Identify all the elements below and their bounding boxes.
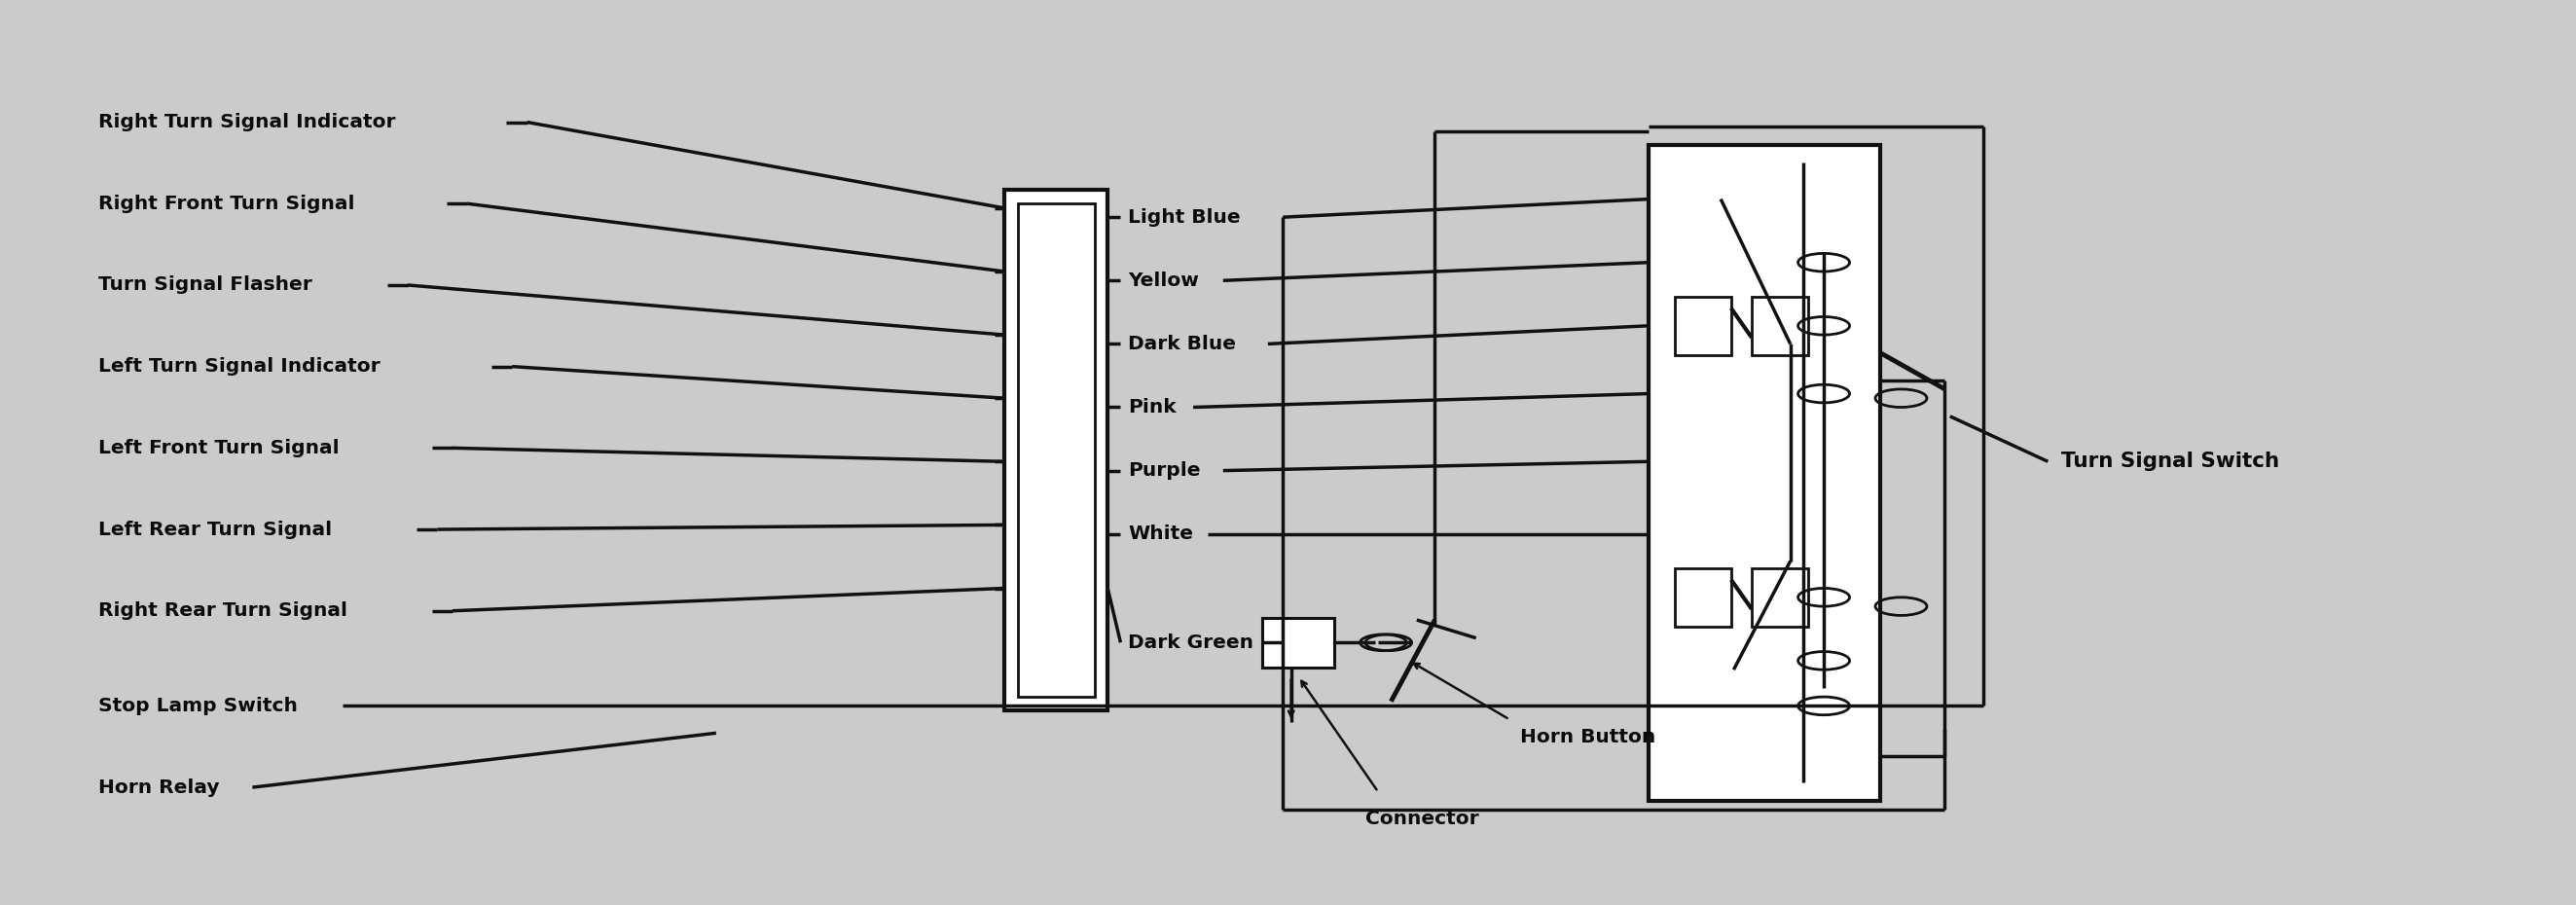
Bar bbox=[1674, 296, 1731, 355]
Text: Dark Green: Dark Green bbox=[1128, 634, 1255, 652]
Text: Yellow: Yellow bbox=[1128, 272, 1200, 290]
Bar bbox=[1752, 568, 1808, 627]
Text: Pink: Pink bbox=[1128, 398, 1177, 416]
Text: Left Front Turn Signal: Left Front Turn Signal bbox=[98, 439, 340, 457]
Bar bbox=[1018, 204, 1095, 697]
Bar bbox=[1649, 145, 1880, 801]
Text: Stop Lamp Switch: Stop Lamp Switch bbox=[98, 697, 296, 715]
Text: Horn Relay: Horn Relay bbox=[98, 778, 219, 796]
Bar bbox=[1005, 190, 1108, 710]
Bar bbox=[1262, 618, 1334, 668]
Text: Dark Blue: Dark Blue bbox=[1128, 335, 1236, 353]
Text: Right Rear Turn Signal: Right Rear Turn Signal bbox=[98, 602, 348, 620]
Text: Left Rear Turn Signal: Left Rear Turn Signal bbox=[98, 520, 332, 538]
Text: Horn Button: Horn Button bbox=[1520, 729, 1656, 747]
Bar bbox=[1752, 296, 1808, 355]
Text: White: White bbox=[1128, 525, 1193, 543]
Text: Right Turn Signal Indicator: Right Turn Signal Indicator bbox=[98, 113, 394, 131]
Text: Purple: Purple bbox=[1128, 462, 1200, 480]
Text: Connector: Connector bbox=[1365, 810, 1479, 828]
Bar bbox=[1674, 568, 1731, 627]
Text: Light Blue: Light Blue bbox=[1128, 208, 1242, 226]
Text: Turn Signal Flasher: Turn Signal Flasher bbox=[98, 276, 312, 294]
Text: Right Front Turn Signal: Right Front Turn Signal bbox=[98, 195, 355, 213]
Text: Turn Signal Switch: Turn Signal Switch bbox=[2061, 452, 2280, 472]
Text: Left Turn Signal Indicator: Left Turn Signal Indicator bbox=[98, 357, 379, 376]
